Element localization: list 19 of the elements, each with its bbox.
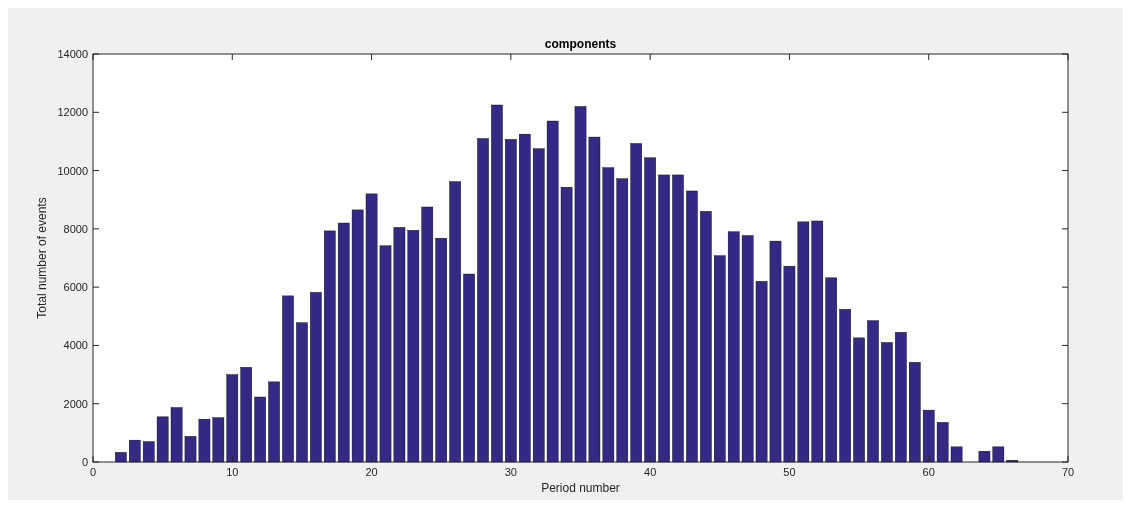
x-tick-label: 10 bbox=[226, 466, 239, 478]
y-tick-label: 8000 bbox=[63, 222, 88, 235]
x-tick-label: 50 bbox=[783, 466, 796, 478]
x-tick-label: 60 bbox=[922, 466, 935, 478]
x-tick-label: 30 bbox=[504, 466, 517, 478]
y-axis-title: Total number of events bbox=[35, 197, 49, 319]
chart-title: components bbox=[544, 37, 617, 51]
y-tick-label: 6000 bbox=[63, 281, 88, 294]
x-tick-label: 20 bbox=[365, 466, 378, 478]
y-tick-label: 12000 bbox=[57, 106, 88, 119]
y-tick-label: 14000 bbox=[57, 48, 88, 60]
x-tick-label: 70 bbox=[1061, 466, 1075, 478]
x-tick-label: 40 bbox=[644, 466, 657, 478]
y-tick-label: 0 bbox=[81, 456, 88, 468]
y-tick-label: 4000 bbox=[63, 339, 88, 352]
y-tick-label: 10000 bbox=[57, 164, 88, 177]
x-tick-label: 0 bbox=[89, 466, 97, 478]
x-axis-title: Period number bbox=[541, 481, 620, 495]
y-tick-label: 2000 bbox=[63, 397, 88, 410]
